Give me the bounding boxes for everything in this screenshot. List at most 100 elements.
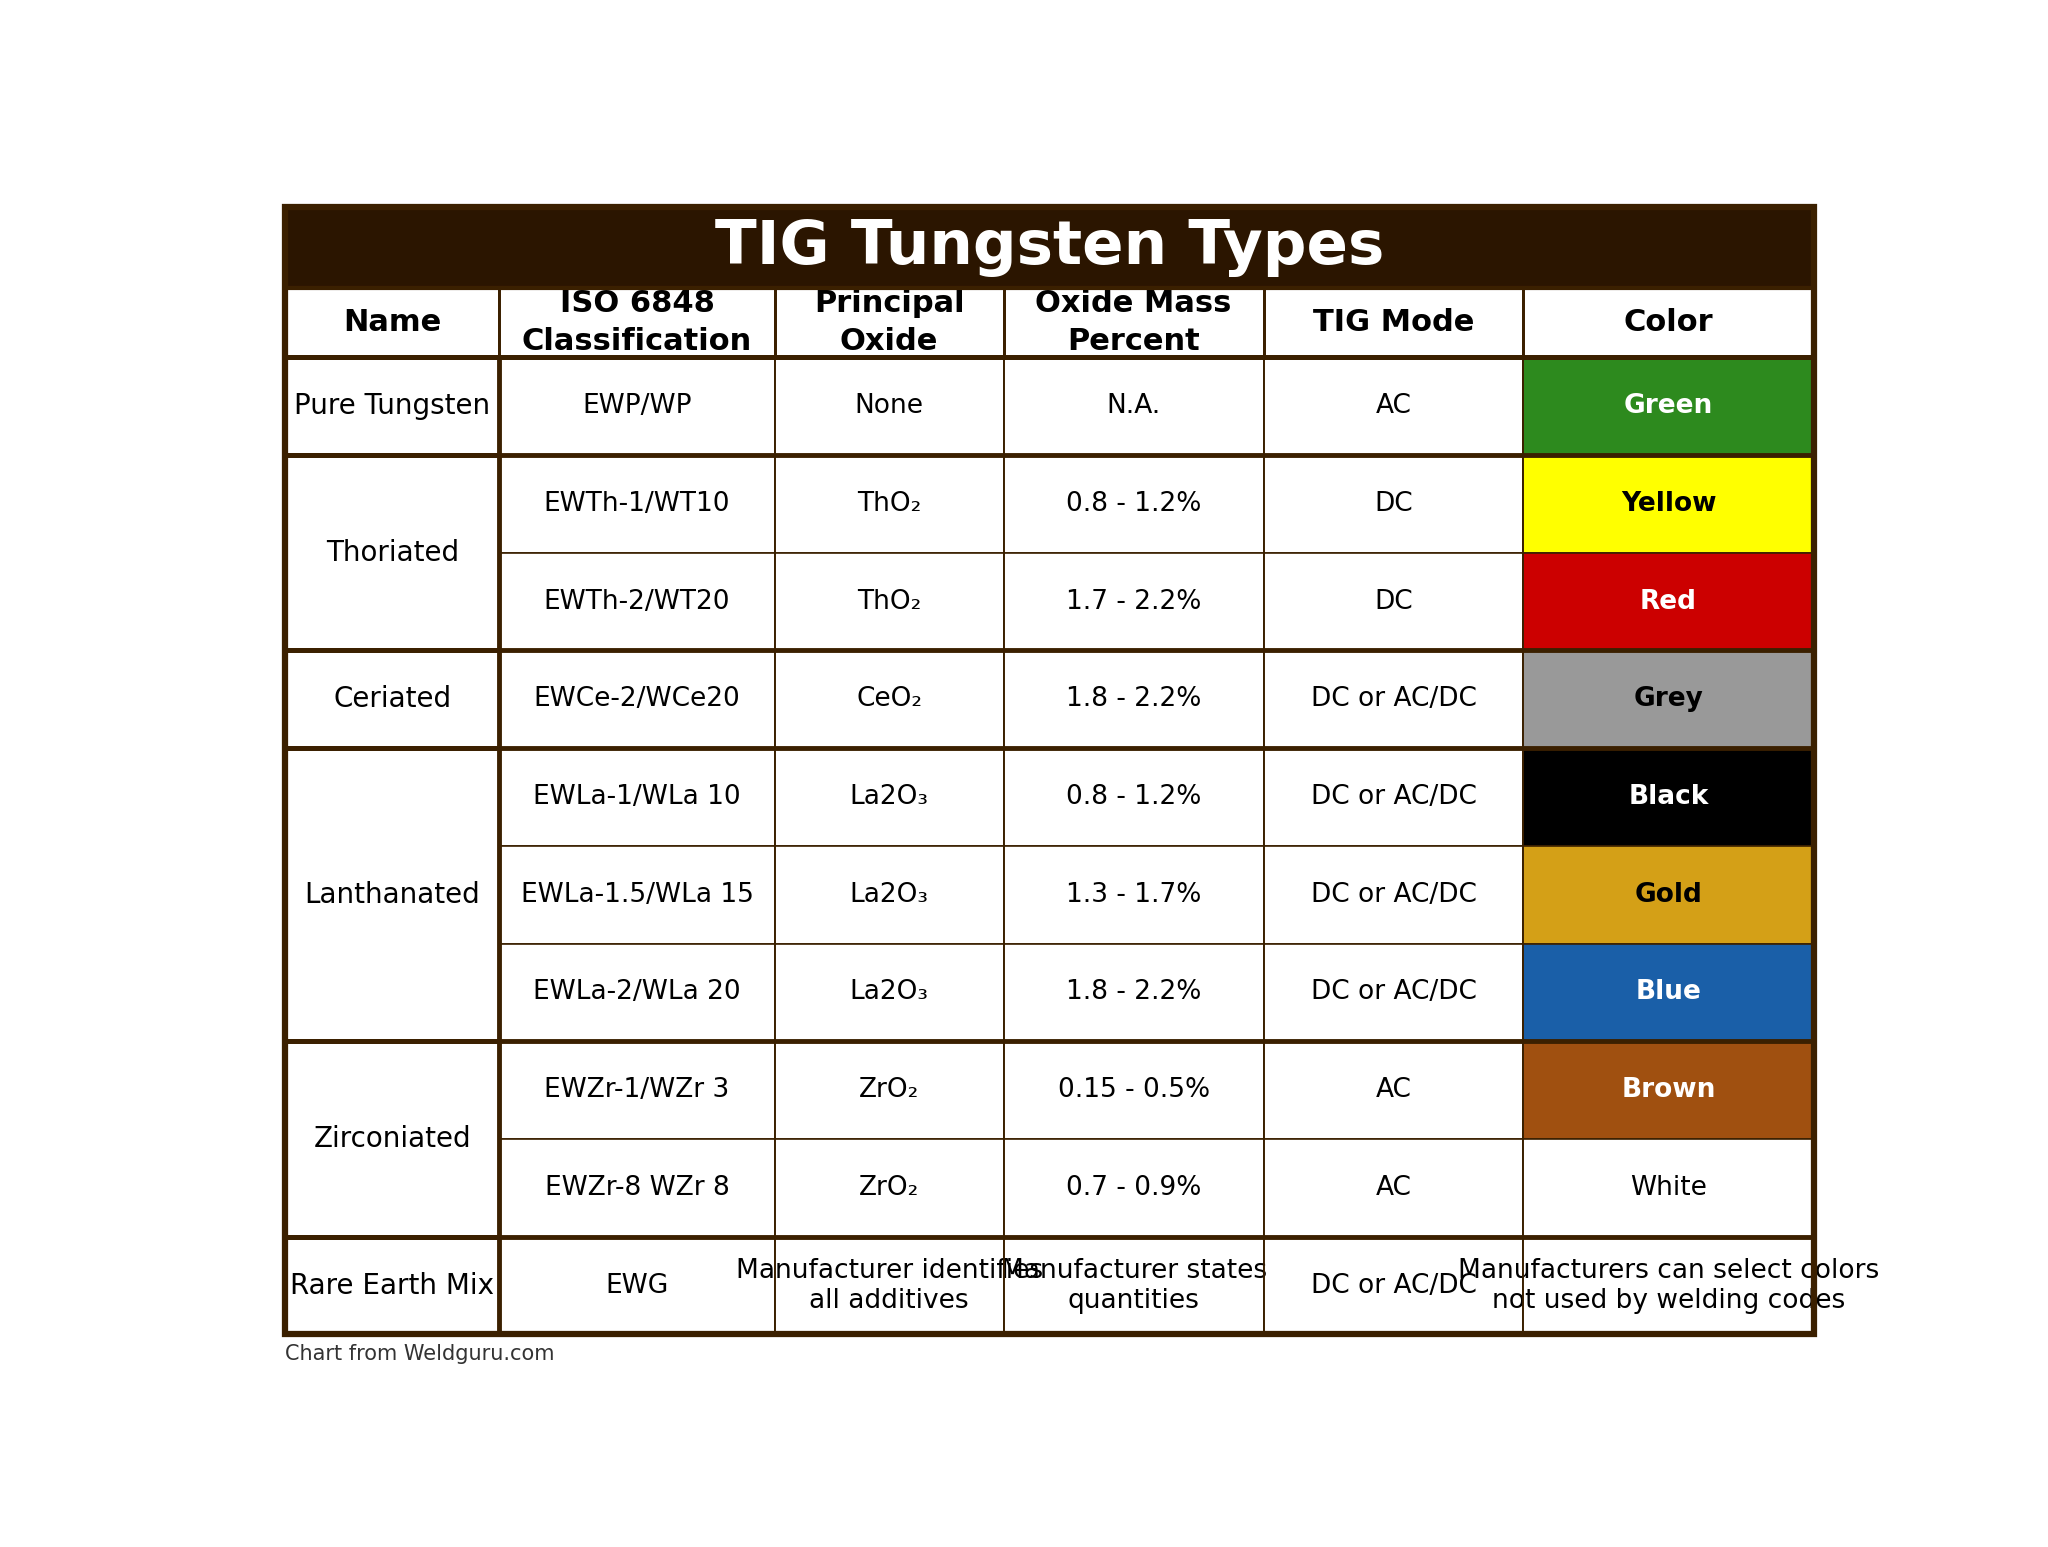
Bar xyxy=(285,1236,500,1335)
Bar xyxy=(500,944,774,1041)
Text: EWP/WP: EWP/WP xyxy=(582,393,692,419)
Text: Red: Red xyxy=(1640,588,1698,614)
Text: AC: AC xyxy=(1376,1077,1411,1103)
Text: TIG Mode: TIG Mode xyxy=(1313,308,1475,337)
Bar xyxy=(500,1041,774,1139)
Text: Chart from Weldguru.com: Chart from Weldguru.com xyxy=(285,1344,555,1364)
Text: Brown: Brown xyxy=(1622,1077,1716,1103)
Bar xyxy=(1524,1236,1815,1335)
Text: AC: AC xyxy=(1376,1174,1411,1200)
Text: Color: Color xyxy=(1624,308,1714,337)
Text: Principal
Oxide: Principal Oxide xyxy=(813,289,965,356)
Bar xyxy=(500,357,774,455)
Bar xyxy=(774,1139,1004,1236)
Text: Thoriated: Thoriated xyxy=(326,538,459,566)
Bar xyxy=(774,357,1004,455)
Text: DC or AC/DC: DC or AC/DC xyxy=(1311,979,1477,1006)
Bar xyxy=(1004,1041,1264,1139)
Text: EWG: EWG xyxy=(606,1273,668,1298)
Bar xyxy=(1524,455,1815,552)
Text: Ceriated: Ceriated xyxy=(334,685,451,713)
Bar xyxy=(1004,288,1264,357)
Text: DC: DC xyxy=(1374,588,1413,614)
Text: 0.8 - 1.2%: 0.8 - 1.2% xyxy=(1065,490,1202,517)
Bar xyxy=(1264,1041,1524,1139)
Text: Grey: Grey xyxy=(1634,687,1704,712)
Bar xyxy=(1264,1236,1524,1335)
Text: Yellow: Yellow xyxy=(1620,490,1716,517)
Text: EWCe-2/WCe20: EWCe-2/WCe20 xyxy=(535,687,739,712)
Text: ThO₂: ThO₂ xyxy=(856,588,922,614)
Bar xyxy=(1004,455,1264,552)
Text: DC or AC/DC: DC or AC/DC xyxy=(1311,882,1477,908)
Bar xyxy=(1524,846,1815,944)
Text: AC: AC xyxy=(1376,393,1411,419)
Bar xyxy=(1004,944,1264,1041)
Text: La2O₃: La2O₃ xyxy=(850,979,928,1006)
Text: Pure Tungsten: Pure Tungsten xyxy=(295,393,489,421)
Bar xyxy=(1004,650,1264,749)
Bar xyxy=(285,455,500,650)
Text: ISO 6848
Classification: ISO 6848 Classification xyxy=(522,289,752,356)
Bar xyxy=(1264,357,1524,455)
Text: 1.7 - 2.2%: 1.7 - 2.2% xyxy=(1065,588,1202,614)
Bar xyxy=(1524,288,1815,357)
Bar xyxy=(1004,749,1264,846)
Text: EWZr-1/WZr 3: EWZr-1/WZr 3 xyxy=(545,1077,729,1103)
Bar xyxy=(1524,552,1815,650)
Text: TIG Tungsten Types: TIG Tungsten Types xyxy=(715,218,1384,277)
Bar xyxy=(285,288,1815,357)
Bar xyxy=(500,288,774,357)
Text: Manufacturer states
quantities: Manufacturer states quantities xyxy=(1001,1258,1268,1313)
Text: EWLa-1/WLa 10: EWLa-1/WLa 10 xyxy=(532,784,741,811)
Bar xyxy=(1524,749,1815,846)
Text: Name: Name xyxy=(344,308,442,337)
Bar xyxy=(500,1139,774,1236)
Text: 0.15 - 0.5%: 0.15 - 0.5% xyxy=(1057,1077,1210,1103)
Bar xyxy=(1524,1139,1815,1236)
Bar xyxy=(774,552,1004,650)
Bar xyxy=(285,288,500,357)
Bar xyxy=(500,455,774,552)
Text: Blue: Blue xyxy=(1636,979,1702,1006)
Bar xyxy=(1264,650,1524,749)
Bar xyxy=(1264,455,1524,552)
Text: Oxide Mass
Percent: Oxide Mass Percent xyxy=(1036,289,1231,356)
Bar xyxy=(285,357,500,455)
Bar xyxy=(1004,846,1264,944)
Bar xyxy=(500,650,774,749)
Text: Manufacturer identifies
all additives: Manufacturer identifies all additives xyxy=(735,1258,1042,1313)
Text: None: None xyxy=(854,393,924,419)
Text: EWLa-1.5/WLa 15: EWLa-1.5/WLa 15 xyxy=(520,882,754,908)
Text: 0.7 - 0.9%: 0.7 - 0.9% xyxy=(1065,1174,1202,1200)
Text: DC or AC/DC: DC or AC/DC xyxy=(1311,687,1477,712)
Bar xyxy=(774,455,1004,552)
Text: Green: Green xyxy=(1624,393,1714,419)
Bar xyxy=(1004,552,1264,650)
Bar xyxy=(500,552,774,650)
Bar xyxy=(285,207,1815,288)
Text: 1.8 - 2.2%: 1.8 - 2.2% xyxy=(1065,687,1202,712)
Bar xyxy=(285,1041,500,1236)
Bar xyxy=(285,650,500,749)
Text: EWLa-2/WLa 20: EWLa-2/WLa 20 xyxy=(532,979,741,1006)
Text: Gold: Gold xyxy=(1634,882,1702,908)
Bar xyxy=(774,1236,1004,1335)
Text: 1.3 - 1.7%: 1.3 - 1.7% xyxy=(1065,882,1202,908)
Bar xyxy=(774,749,1004,846)
Bar xyxy=(1264,288,1524,357)
Text: EWTh-1/WT10: EWTh-1/WT10 xyxy=(543,490,731,517)
Bar xyxy=(774,650,1004,749)
Bar xyxy=(774,846,1004,944)
Text: DC or AC/DC: DC or AC/DC xyxy=(1311,784,1477,811)
Text: ZrO₂: ZrO₂ xyxy=(858,1174,920,1200)
Text: 0.8 - 1.2%: 0.8 - 1.2% xyxy=(1065,784,1202,811)
Text: Manufacturers can select colors
not used by welding codes: Manufacturers can select colors not used… xyxy=(1458,1258,1880,1313)
Bar xyxy=(285,749,500,1041)
Bar xyxy=(500,1236,774,1335)
Text: CeO₂: CeO₂ xyxy=(856,687,922,712)
Bar xyxy=(1264,552,1524,650)
Bar xyxy=(774,1041,1004,1139)
Text: EWTh-2/WT20: EWTh-2/WT20 xyxy=(543,588,731,614)
Bar xyxy=(1264,749,1524,846)
